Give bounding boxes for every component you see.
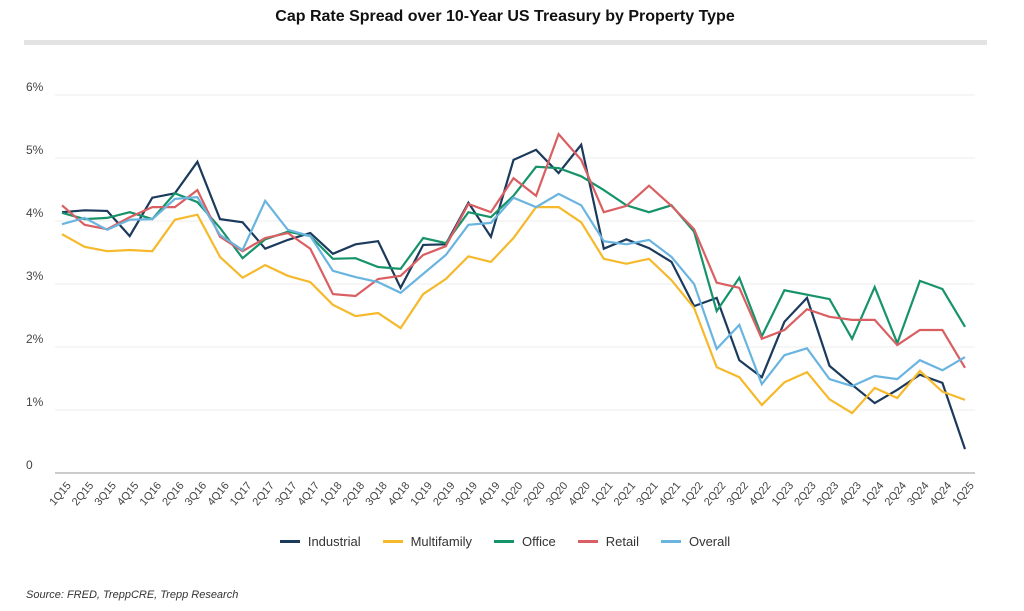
x-tick-label: 4Q17 [296,480,322,508]
line-chart: 01%2%3%4%5%6%1Q152Q153Q154Q151Q162Q163Q1… [26,80,977,508]
y-tick-label: 6% [26,80,44,94]
y-tick-label: 2% [26,332,44,346]
x-tick-label: 4Q22 [747,480,773,508]
series-line-overall [61,192,966,388]
legend-swatch [577,540,598,543]
title-divider [24,40,987,45]
x-tick-label: 2Q24 [883,480,909,508]
legend-item-industrial: Industrial [279,534,361,549]
x-tick-label: 2Q19 [431,480,457,508]
legend-item-office: Office [494,534,556,549]
legend-label: Multifamily [410,534,472,549]
legend-swatch [382,540,403,543]
x-tick-label: 3Q18 [363,480,389,508]
x-tick-label: 3Q23 [815,480,841,508]
x-tick-label: 2Q22 [702,480,728,508]
x-tick-label: 3Q21 [634,480,660,508]
legend-swatch [494,540,514,543]
x-tick-label: 4Q21 [657,480,683,508]
x-tick-label: 2Q20 [521,480,547,508]
legend-item-multifamily: Multifamily [382,534,472,549]
y-tick-label: 3% [26,269,44,283]
y-tick-label: 0 [26,458,33,472]
series-line-multifamily [61,206,966,415]
x-tick-label: 2Q16 [160,480,186,508]
x-tick-label: 2Q21 [612,480,638,508]
legend-label: Office [522,534,556,549]
y-tick-label: 4% [26,206,44,220]
x-tick-label: 2Q17 [250,480,276,508]
x-tick-label: 4Q24 [928,480,954,508]
x-tick-label: 3Q15 [92,480,118,508]
x-tick-label: 1Q16 [138,480,164,508]
x-tick-label: 2Q15 [70,480,96,508]
x-tick-label: 1Q21 [589,480,615,508]
x-tick-label: 4Q19 [476,480,502,508]
chart-title: Cap Rate Spread over 10-Year US Treasury… [275,8,735,25]
legend-label: Overall [688,534,731,549]
x-tick-label: 4Q23 [837,480,863,508]
source-note: Source: FRED, TreppCRE, Trepp Research [26,589,239,601]
x-tick-label: 3Q19 [454,480,480,508]
x-tick-label: 1Q18 [318,480,344,508]
y-tick-label: 1% [26,395,44,409]
x-tick-label: 3Q24 [905,480,931,508]
legend-item-overall: Overall [660,534,731,549]
x-tick-label: 2Q18 [341,480,367,508]
series-line-industrial [61,142,967,450]
legend-label: Retail [605,534,639,549]
y-tick-label: 5% [26,143,44,157]
legend-item-retail: Retail [577,534,639,549]
x-tick-label: 3Q20 [544,480,570,508]
x-tick-label: 4Q18 [386,480,412,508]
series-line-retail [61,131,966,369]
x-tick-label: 1Q17 [228,480,254,508]
x-tick-label: 1Q15 [47,480,73,508]
x-tick-label: 4Q15 [115,480,141,508]
legend: Industrial Multifamily Office Retail Overall [0,534,1010,549]
x-tick-label: 3Q16 [183,480,209,508]
x-tick-label: 2Q23 [792,480,818,508]
x-tick-label: 3Q22 [725,480,751,508]
legend-swatch [660,540,681,543]
x-tick-label: 1Q22 [679,480,705,508]
x-tick-label: 1Q23 [770,480,796,508]
legend-swatch [279,540,300,543]
x-tick-label: 4Q16 [205,480,231,508]
x-tick-label: 1Q20 [499,480,525,508]
x-tick-label: 3Q17 [273,480,299,508]
x-tick-label: 4Q20 [567,480,593,508]
x-tick-label: 1Q24 [860,480,886,508]
legend-label: Industrial [307,534,361,549]
x-tick-label: 1Q25 [950,480,976,508]
x-tick-label: 1Q19 [409,480,435,508]
